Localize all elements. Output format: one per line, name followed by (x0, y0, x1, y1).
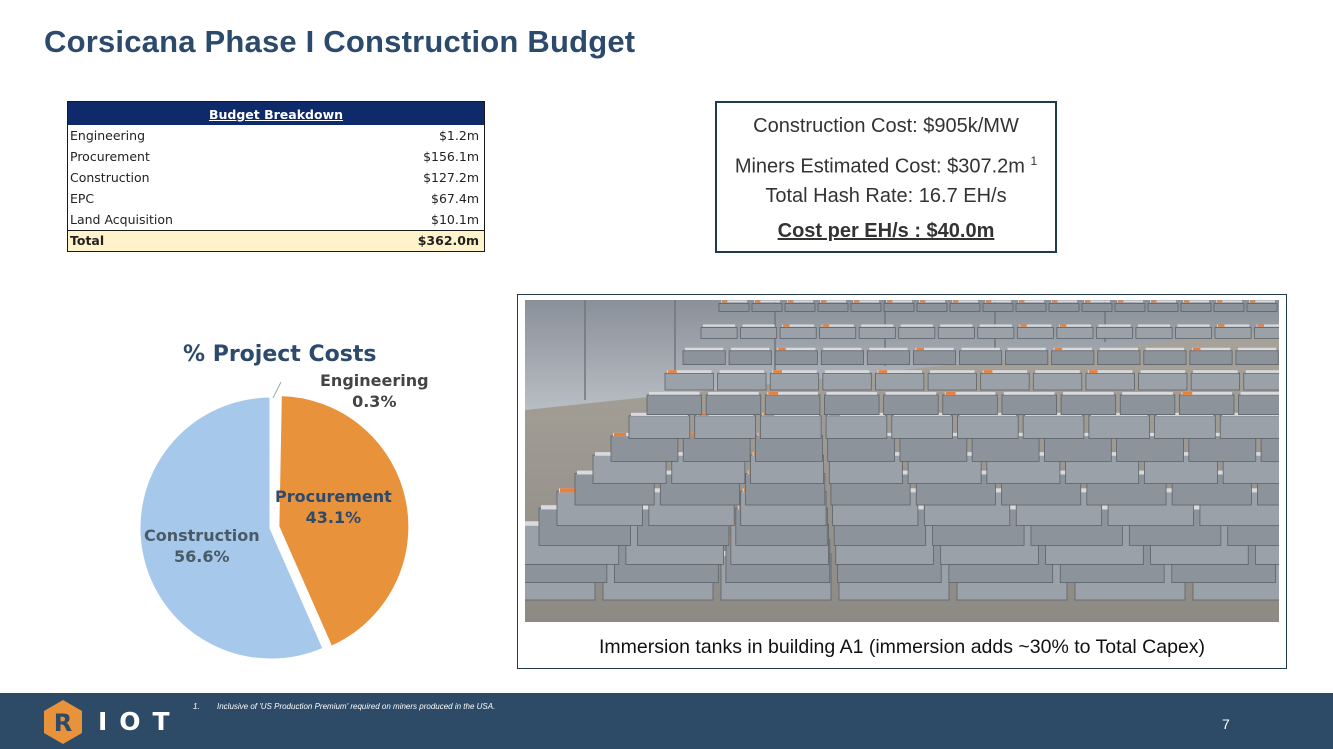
budget-row-value: $156.1m (423, 149, 479, 164)
budget-row: Engineering $1.2m (68, 125, 484, 146)
budget-table-header: Budget Breakdown (68, 102, 484, 125)
budget-row-label: EPC (70, 191, 95, 206)
budget-row-value: $10.1m (431, 212, 479, 227)
hash-rate: Total Hash Rate: 16.7 EH/s (765, 185, 1007, 207)
riot-logo: R IOT (40, 698, 190, 744)
immersion-tanks-photo (525, 300, 1279, 622)
budget-total-value: $362.0m (417, 233, 479, 248)
pie-svg (137, 381, 412, 662)
budget-row-label: Procurement (70, 149, 150, 164)
photo-frame: Immersion tanks in building A1 (immersio… (517, 294, 1287, 669)
cost-per-ehs: Cost per EH/s : $40.0m (777, 220, 995, 242)
budget-row-value: $1.2m (438, 128, 479, 143)
footnote-text: Inclusive of 'US Production Premium' req… (217, 702, 496, 711)
logo-text: IOT (98, 707, 182, 736)
pie-slice-procurement (276, 393, 412, 650)
budget-row-value: $127.2m (423, 170, 479, 185)
budget-row-value: $67.4m (431, 191, 479, 206)
budget-total-row: Total $362.0m (68, 230, 484, 251)
riot-logo-hexagon-icon: R (44, 700, 82, 744)
footnote-number: 1. (193, 702, 200, 711)
engineering-label: Engineering 0.3% (320, 370, 429, 412)
budget-row-label: Land Acquisition (70, 212, 173, 227)
logo-letter: R (54, 709, 72, 737)
miners-footnote-mark: 1 (1030, 154, 1038, 168)
budget-table: Budget Breakdown Engineering $1.2m Procure… (67, 101, 485, 252)
chart-title: % Project Costs (183, 342, 377, 367)
procurement-name: Procurement (275, 487, 392, 506)
budget-row: Procurement $156.1m (68, 146, 484, 167)
budget-row: EPC $67.4m (68, 188, 484, 209)
footer-bar: R IOT 1. Inclusive of 'US Production Prem… (0, 693, 1333, 749)
slide-title: Corsicana Phase I Construction Budget (44, 24, 636, 59)
page-number: 7 (1222, 716, 1230, 732)
engineering-name: Engineering (320, 371, 429, 390)
budget-row-label: Construction (70, 170, 150, 185)
procurement-pct: 43.1% (305, 508, 362, 527)
construction-name: Construction (144, 526, 260, 545)
construction-cost: Construction Cost: $905k/MW (753, 115, 1019, 137)
footnote: 1. Inclusive of 'US Production Premium' r… (193, 702, 495, 711)
pie-slice-construction (137, 394, 327, 662)
project-costs-pie-chart: % Project Costs Engineering 0.3% Procure… (120, 330, 440, 670)
budget-row: Construction $127.2m (68, 167, 484, 188)
photo-caption: Immersion tanks in building A1 (immersio… (598, 636, 1206, 658)
miners-cost-line: Miners Estimated Cost: $307.2m 1 (717, 148, 1055, 183)
budget-row-label: Engineering (70, 128, 145, 143)
procurement-label: Procurement 43.1% (275, 486, 392, 528)
engineering-leader-line (272, 381, 282, 399)
budget-row: Land Acquisition $10.1m (68, 209, 484, 230)
cost-summary-box: Construction Cost: $905k/MW Miners Estim… (715, 101, 1057, 253)
engineering-pct: 0.3% (352, 392, 397, 411)
budget-total-label: Total (70, 233, 105, 248)
construction-label: Construction 56.6% (144, 525, 260, 567)
miners-cost: Miners Estimated Cost: $307.2m (734, 155, 1025, 178)
construction-pct: 56.6% (174, 547, 230, 566)
